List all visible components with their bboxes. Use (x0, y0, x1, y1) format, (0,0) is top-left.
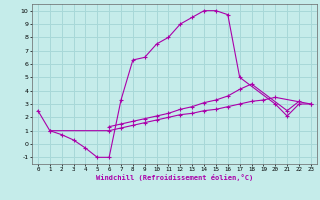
X-axis label: Windchill (Refroidissement éolien,°C): Windchill (Refroidissement éolien,°C) (96, 174, 253, 181)
